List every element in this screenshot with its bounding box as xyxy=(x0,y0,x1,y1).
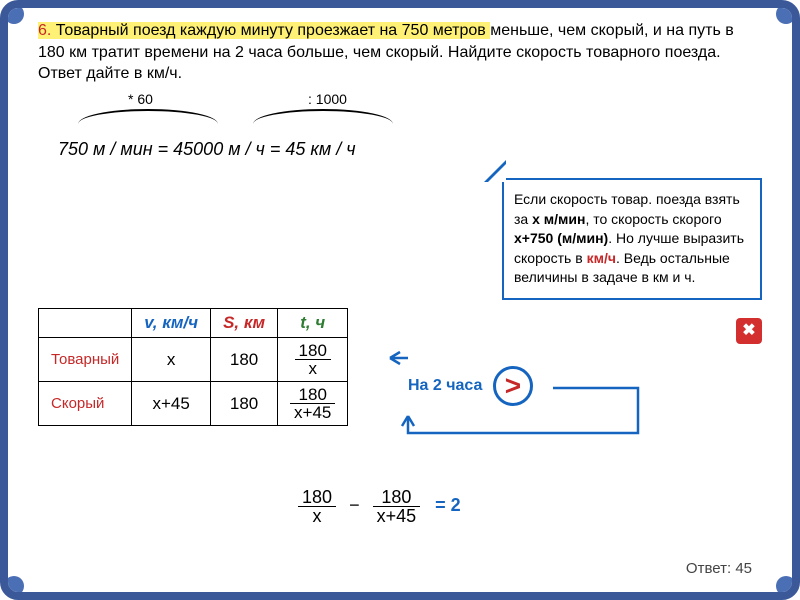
answer-value: 45 xyxy=(735,560,752,577)
conversion-label-2: : 1000 xyxy=(308,91,347,107)
frac-den: х xyxy=(295,360,331,377)
frac-num: 180 xyxy=(373,488,421,507)
frac-num: 180 xyxy=(298,488,336,507)
answer: Ответ: 45 xyxy=(686,560,752,577)
row-label: Скорый xyxy=(39,382,132,426)
slide-frame: 6. Товарный поезд каждую минуту проезжае… xyxy=(0,0,800,600)
tooltip-var: х+750 (м/мин) xyxy=(514,230,608,246)
problem-highlight: Товарный поезд каждую минуту проезжает н… xyxy=(51,22,490,39)
conversion-formula: 750 м / мин = 45000 м / ч = 45 км / ч xyxy=(58,139,356,160)
corner-decoration xyxy=(4,4,24,24)
table-row: Товарный х 180 180х xyxy=(39,338,348,382)
cell-s: 180 xyxy=(211,382,278,426)
frac-den: х+45 xyxy=(373,507,421,525)
row-label: Товарный xyxy=(39,338,132,382)
cell-v: х+45 xyxy=(132,382,211,426)
hint-tooltip: Если скорость товар. поезда взять за х м… xyxy=(502,178,762,300)
answer-label: Ответ: xyxy=(686,560,735,577)
frac-num: 180 xyxy=(295,342,331,360)
cell-s: 180 xyxy=(211,338,278,382)
minus-sign: − xyxy=(349,495,360,515)
table-header-t: t, ч xyxy=(278,309,348,338)
frac-den: х+45 xyxy=(290,404,335,421)
tooltip-var: х м/мин xyxy=(532,211,585,227)
conversion-label-1: * 60 xyxy=(128,91,153,107)
arc-2 xyxy=(253,109,393,139)
problem-number: 6. xyxy=(38,22,51,39)
corner-decoration xyxy=(776,576,796,596)
arc-1 xyxy=(78,109,218,139)
cell-v: х xyxy=(132,338,211,382)
corner-decoration xyxy=(4,576,24,596)
arrow-connector xyxy=(388,338,648,458)
problem-statement: 6. Товарный поезд каждую минуту проезжае… xyxy=(8,8,792,93)
tooltip-unit: км/ч xyxy=(587,250,616,266)
cell-t: 180х xyxy=(278,338,348,382)
cell-t: 180х+45 xyxy=(278,382,348,426)
frac-den: х xyxy=(298,507,336,525)
data-table: v, км/ч S, км t, ч Товарный х 180 180х С… xyxy=(38,308,348,426)
equation: 180х − 180х+45 = 2 xyxy=(298,488,461,525)
frac-num: 180 xyxy=(290,386,335,404)
table-header-row: v, км/ч S, км t, ч xyxy=(39,309,348,338)
tooltip-text: , то скорость скорого xyxy=(585,211,721,227)
close-button[interactable]: ✖ xyxy=(736,318,762,344)
table-corner xyxy=(39,309,132,338)
unit-conversion: * 60 : 1000 750 м / мин = 45000 м / ч = … xyxy=(58,101,792,171)
table-header-s: S, км xyxy=(211,309,278,338)
table-header-v: v, км/ч xyxy=(132,309,211,338)
table-row: Скорый х+45 180 180х+45 xyxy=(39,382,348,426)
corner-decoration xyxy=(776,4,796,24)
equals-result: = 2 xyxy=(435,495,461,515)
